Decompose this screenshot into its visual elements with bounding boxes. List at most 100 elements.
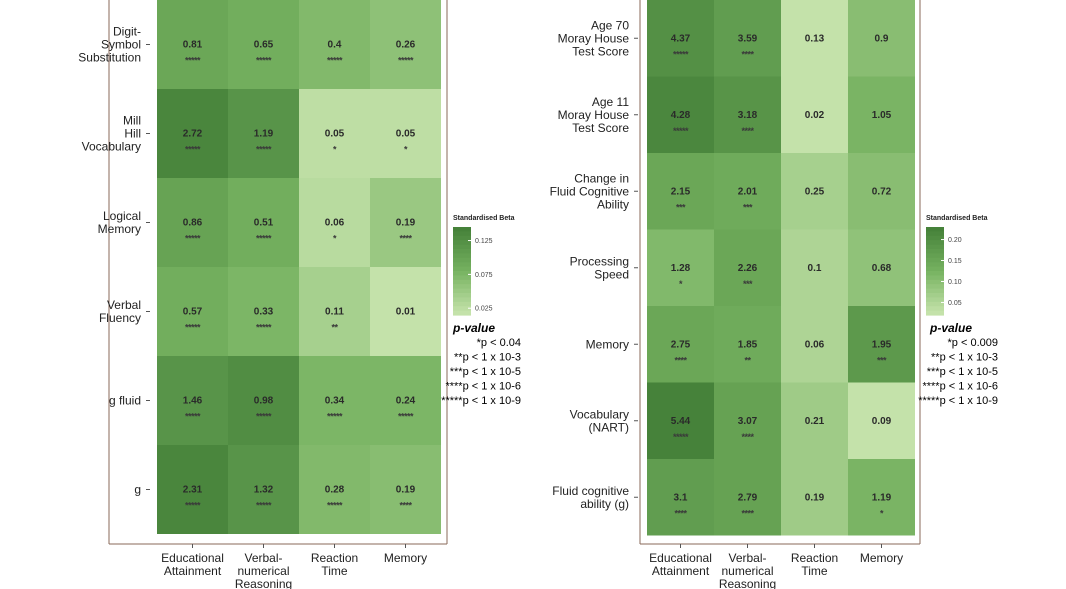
heatmap-cell [714, 229, 781, 306]
legend-gradient-segment [926, 279, 944, 285]
cell-value-label: 0.1 [808, 263, 822, 274]
legend-gradient-segment [453, 297, 471, 303]
cell-significance-stars: ***** [256, 323, 272, 333]
column-label: Educational Attainment [649, 551, 712, 578]
cell-value-label: 0.19 [396, 485, 416, 496]
legend-gradient-segment [453, 244, 471, 250]
heatmap-cell [647, 229, 714, 306]
cell-value-label: 0.13 [805, 33, 825, 44]
heatmap-cell [647, 459, 714, 536]
legend-gradient-segment [453, 271, 471, 276]
column-label: Memory [860, 551, 903, 565]
legend-gradient-segment [926, 253, 944, 259]
cell-value-label: 0.28 [325, 485, 345, 496]
heatmap-cell [228, 89, 299, 178]
cell-value-label: 1.28 [671, 263, 691, 274]
heatmap-cell [157, 89, 228, 178]
pvalue-legend-title: p-value [929, 321, 972, 335]
heatmap-cell [848, 306, 915, 383]
heatmap-cell [647, 382, 714, 459]
cell-value-label: 2.15 [671, 186, 691, 197]
cell-value-label: 0.05 [396, 129, 416, 140]
heatmap-cell [714, 0, 781, 77]
cell-significance-stars: ***** [327, 412, 343, 422]
pvalue-legend-line: *****p < 1 x 10-9 [918, 395, 998, 407]
cell-value-label: 0.06 [805, 339, 825, 350]
cell-significance-stars: ***** [185, 412, 201, 422]
legend-gradient-segment [926, 227, 944, 232]
legend-tick-label: 0.10 [948, 279, 962, 286]
cell-value-label: 0.72 [872, 186, 892, 197]
row-label: g [134, 483, 141, 497]
heatmap-cell [157, 267, 228, 356]
row-label: Change in Fluid Cognitive Ability [550, 171, 630, 211]
cell-value-label: 0.33 [254, 307, 274, 318]
cell-value-label: 4.37 [671, 33, 691, 44]
cell-value-label: 0.98 [254, 396, 274, 407]
heatmap-cell [781, 0, 848, 77]
legend-gradient-segment [926, 288, 944, 294]
heatmap-cell [370, 445, 441, 534]
heatmap-cell [299, 356, 370, 445]
legend-gradient-segment [926, 235, 944, 241]
legend-gradient-segment [926, 257, 944, 263]
legend-gradient-segment [926, 297, 944, 303]
cell-significance-stars: **** [674, 508, 687, 518]
pvalue-legend-line: ****p < 1 x 10-6 [445, 381, 521, 393]
cell-value-label: 2.79 [738, 492, 758, 503]
legend-title: Standardised Beta [926, 215, 988, 222]
heatmap-cell [714, 76, 781, 153]
legend-gradient-segment [453, 306, 471, 312]
heatmap-cell [781, 382, 848, 459]
legend-tick-label: 0.15 [948, 258, 962, 265]
column-label: Reaction Time [791, 551, 838, 578]
legend-tick-label: 0.125 [475, 238, 493, 245]
cell-significance-stars: ***** [256, 412, 272, 422]
cell-value-label: 2.26 [738, 263, 758, 274]
heatmap-cell [781, 229, 848, 306]
row-label: Memory [586, 337, 629, 351]
cell-significance-stars: ***** [256, 501, 272, 511]
heatmap-cell [157, 178, 228, 267]
heatmap-cell [299, 0, 370, 89]
cell-significance-stars: ***** [327, 501, 343, 511]
cell-value-label: 1.19 [872, 492, 892, 503]
legend-gradient-segment [926, 301, 944, 307]
pvalue-legend-line: **p < 1 x 10-3 [931, 352, 998, 364]
heatmap-cell [228, 445, 299, 534]
pvalue-legend-line: ****p < 1 x 10-6 [922, 381, 998, 393]
legend-gradient-segment [926, 262, 944, 268]
column-label: Educational Attainment [161, 551, 224, 578]
cell-value-label: 0.9 [875, 33, 889, 44]
cell-significance-stars: **** [741, 432, 754, 442]
heatmap-cell [370, 0, 441, 89]
cell-value-label: 2.72 [183, 129, 203, 140]
cell-value-label: 0.21 [805, 416, 825, 427]
cell-significance-stars: ***** [185, 501, 201, 511]
cell-significance-stars: *** [743, 279, 753, 289]
heatmap-cell [714, 153, 781, 230]
cell-value-label: 1.19 [254, 129, 274, 140]
cell-value-label: 0.57 [183, 307, 203, 318]
cell-significance-stars: ***** [398, 56, 414, 66]
cell-significance-stars: ** [331, 323, 338, 333]
legend-gradient-segment [926, 244, 944, 250]
cell-value-label: 2.75 [671, 339, 691, 350]
cell-significance-stars: ***** [256, 145, 272, 155]
pvalue-legend-line: *p < 0.009 [948, 337, 998, 349]
cell-value-label: 0.09 [872, 416, 892, 427]
column-label: Reaction Time [311, 551, 358, 578]
cell-significance-stars: *** [743, 202, 753, 212]
heatmap-cell [228, 0, 299, 89]
legend-gradient-segment [453, 266, 471, 272]
heatmap-cell [299, 178, 370, 267]
row-label: Logical Memory [98, 209, 141, 236]
legend-gradient-segment [453, 257, 471, 263]
cell-significance-stars: ***** [256, 56, 272, 66]
cell-significance-stars: **** [399, 501, 412, 511]
pvalue-legend-line: *p < 0.04 [477, 337, 521, 349]
heatmap-cell [157, 445, 228, 534]
legend-tick-label: 0.075 [475, 272, 493, 279]
cell-significance-stars: * [333, 234, 337, 244]
legend-gradient-segment [453, 253, 471, 259]
